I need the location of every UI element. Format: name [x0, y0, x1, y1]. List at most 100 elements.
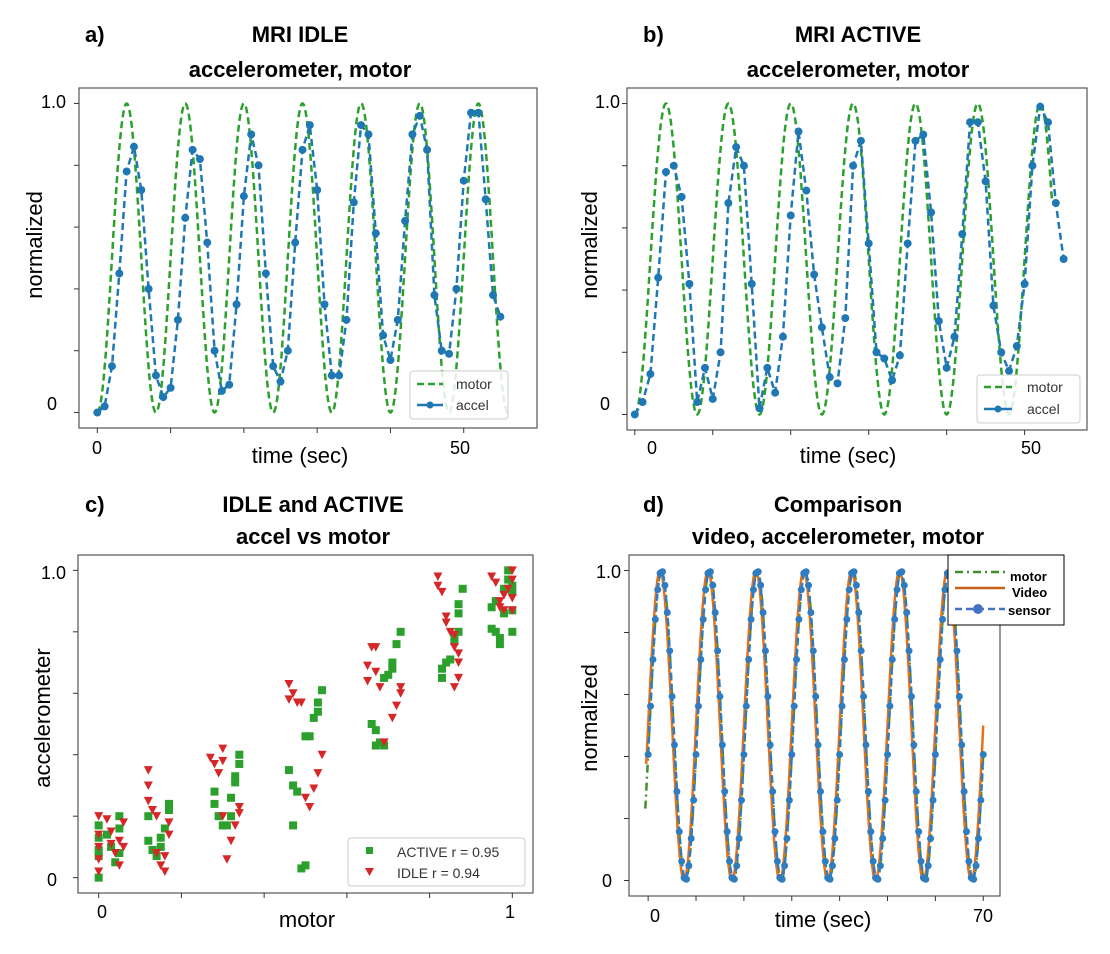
- scatter-point-idle: [433, 572, 443, 582]
- scatter-point-active: [454, 600, 463, 609]
- scatter-point-idle: [94, 812, 104, 821]
- scatter-point-active: [504, 566, 513, 575]
- panel-a-xtick-50: 50: [450, 438, 470, 458]
- accel-point: [911, 136, 920, 145]
- accel-point: [997, 348, 1006, 357]
- accel-point: [181, 213, 190, 222]
- sensor-point: [675, 828, 683, 836]
- scatter-point-active: [491, 597, 500, 606]
- accel-point: [958, 230, 967, 239]
- accel-point: [763, 363, 772, 372]
- scatter-point-idle: [449, 683, 459, 692]
- scatter-point-idle: [507, 575, 517, 585]
- scatter-point-active: [438, 664, 446, 673]
- accel-point: [195, 155, 204, 164]
- scatter-point-active: [371, 726, 380, 735]
- scatter-point-active: [165, 799, 173, 808]
- scatter-point-active: [293, 787, 302, 796]
- sensor-point: [819, 828, 827, 836]
- accel-point: [489, 291, 498, 300]
- accel-point: [700, 363, 709, 372]
- scatter-point-idle: [152, 812, 162, 821]
- sensor-point: [836, 751, 844, 759]
- scatter-point-idle: [499, 590, 509, 600]
- accel-point: [342, 315, 351, 324]
- panel-c-title-line1: IDLE and ACTIVE: [222, 492, 403, 517]
- sensor-point: [754, 568, 762, 576]
- sensor-point: [876, 862, 884, 870]
- accel-point: [685, 279, 694, 288]
- sensor-point: [670, 741, 678, 749]
- sensor-point: [977, 796, 985, 804]
- sensor-point: [807, 609, 815, 617]
- sensor-point: [659, 568, 667, 576]
- sensor-point: [805, 581, 813, 589]
- panel-d-xlabel: time (sec): [775, 907, 872, 932]
- panel-b-xtick-0: 0: [647, 438, 657, 458]
- sensor-point: [958, 741, 966, 749]
- sensor-point: [955, 692, 963, 700]
- panel-b-title-line1: MRI ACTIVE: [795, 22, 921, 47]
- accel-point: [291, 238, 300, 247]
- scatter-point-active: [235, 750, 244, 759]
- accel-point: [430, 291, 439, 300]
- sensor-point: [828, 862, 836, 870]
- scatter-point-idle: [147, 806, 157, 815]
- sensor-point: [647, 702, 655, 710]
- sensor-point: [888, 656, 896, 664]
- scatter-point-idle: [119, 842, 128, 852]
- legend-motor-label: motor: [456, 376, 492, 392]
- panel-d-axes-frame: [628, 554, 1001, 897]
- sensor-point: [900, 581, 908, 589]
- accel-point: [661, 167, 670, 176]
- sensor-point: [862, 741, 870, 749]
- accel-point: [849, 161, 858, 170]
- scatter-point-active: [495, 633, 504, 642]
- accel-point: [261, 269, 270, 278]
- sensor-point: [661, 581, 669, 589]
- sensor-point: [905, 647, 913, 655]
- accel-point: [755, 404, 764, 413]
- panel-d-ytick-1: 1.0: [596, 562, 621, 582]
- panel-b-xtick-50: 50: [1021, 438, 1041, 458]
- accel-point: [276, 377, 285, 386]
- panel-a-title-line1: MRI IDLE: [252, 22, 349, 47]
- scatter-point-idle: [210, 759, 219, 769]
- sensor-point: [759, 609, 767, 617]
- accel-point: [254, 161, 263, 170]
- scatter-point-active: [297, 864, 306, 873]
- sensor-point: [979, 751, 987, 759]
- sensor-point: [931, 751, 939, 759]
- sensor-point: [685, 862, 693, 870]
- sensor-point: [706, 568, 714, 576]
- sensor-point: [821, 857, 829, 865]
- scatter-point-active: [504, 575, 513, 584]
- sensor-point: [788, 751, 796, 759]
- scatter-point-idle: [164, 818, 174, 827]
- accel-point: [1028, 161, 1037, 170]
- legend-accel-marker: [426, 401, 434, 409]
- scatter-point-active: [231, 778, 240, 787]
- scatter-point-active: [227, 812, 236, 821]
- scatter-point-idle: [218, 744, 228, 754]
- scatter-point-active: [495, 640, 504, 649]
- sensor-point: [711, 609, 719, 617]
- accel-point: [833, 379, 842, 388]
- panel-a-plot: [74, 87, 538, 433]
- accel-point: [1044, 118, 1053, 127]
- scatter-point-idle: [507, 566, 517, 575]
- scatter-point-active: [231, 772, 240, 781]
- scatter-point-active: [438, 673, 446, 682]
- scatter-point-active: [508, 587, 517, 596]
- sensor-point: [771, 828, 779, 836]
- scatter-point-active: [487, 624, 496, 633]
- accel-point: [474, 108, 483, 117]
- scatter-point-active: [115, 849, 124, 858]
- scatter-point-idle: [288, 689, 298, 698]
- panel-b-axes-frame: [626, 87, 1088, 431]
- video-line: [644, 568, 985, 883]
- sensor-point: [898, 568, 906, 576]
- sensor-point: [802, 568, 810, 576]
- sensor-point: [663, 609, 671, 617]
- accel-point: [1005, 366, 1014, 375]
